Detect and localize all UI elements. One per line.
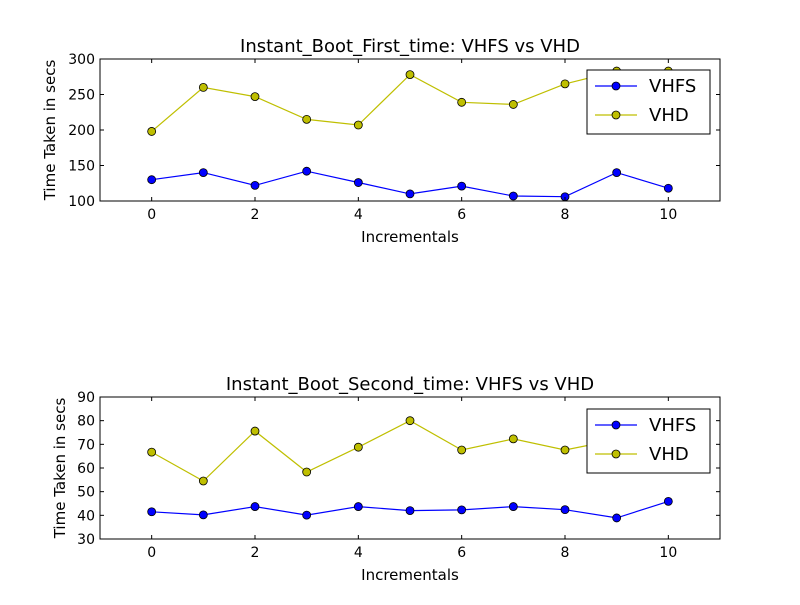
chart-2-ytick-label-1: 40 <box>77 508 95 524</box>
chart-1-ytick-label-4: 300 <box>68 52 95 68</box>
chart-2-series-vhfs-point-2 <box>250 502 260 511</box>
chart-1-xlabel: Incrementals <box>361 228 459 246</box>
chart-1-series-vhfs-point-3 <box>302 166 312 176</box>
chart-2-series-vhd-point-3 <box>302 467 312 477</box>
chart-1-series-vhfs-point-7 <box>508 191 518 201</box>
chart-1-ylabel: Time Taken in secs <box>41 60 59 202</box>
chart-2-series-vhfs-point-6 <box>457 505 467 515</box>
chart-1-xtick-label-0: 0 <box>147 207 156 223</box>
chart-2-series-vhd-point-7 <box>508 434 518 444</box>
chart-1-series-vhfs-point-2 <box>250 180 260 190</box>
chart-2-ytick-label-6: 90 <box>77 390 95 406</box>
chart-2-xtick-label-1: 2 <box>251 545 260 561</box>
chart-1-series-vhd-point-5 <box>405 70 415 80</box>
chart-1-series-vhfs-point-6 <box>457 181 467 191</box>
chart-1-ytick-label-2: 200 <box>68 123 95 139</box>
chart-1-title: Instant_Boot_First_time: VHFS vs VHD <box>240 36 580 57</box>
chart-2-title: Instant_Boot_Second_time: VHFS vs VHD <box>226 374 594 395</box>
chart-2-series-vhfs-point-8 <box>560 505 570 515</box>
chart-1-series-vhd-point-2 <box>250 92 260 102</box>
chart-1-series-vhfs-point-4 <box>353 178 363 187</box>
chart-1-series-vhd-point-8 <box>560 79 570 89</box>
chart-1-ytick-label-1: 150 <box>68 159 95 175</box>
chart-2-series-vhfs-point-3 <box>302 510 312 520</box>
chart-1-xtick-label-5: 10 <box>659 207 677 223</box>
chart-1-series-vhfs-point-1 <box>198 168 208 178</box>
chart-1-ytick-label-0: 100 <box>68 194 95 210</box>
chart-1-series-vhd-point-6 <box>457 97 467 107</box>
chart-2-xlabel: Incrementals <box>361 566 459 584</box>
chart-1-series-vhd-point-3 <box>302 114 312 124</box>
chart-2-series-vhfs-point-1 <box>198 510 208 520</box>
chart-2-series-vhfs-point-10 <box>663 496 673 506</box>
chart-2-series-vhfs-point-7 <box>508 502 518 511</box>
chart-1-xtick-label-2: 4 <box>354 207 363 223</box>
chart-2-series-vhfs-point-0 <box>147 507 157 517</box>
chart-1-series-vhfs-point-10 <box>663 183 673 193</box>
chart-1-ytick-label-3: 250 <box>68 88 95 104</box>
chart-2-legend-vhd-label: VHD <box>649 444 689 465</box>
chart-1-legend-box <box>586 69 711 135</box>
chart-2-series-vhd-point-4 <box>353 442 363 452</box>
chart-2-xtick-label-4: 8 <box>561 545 570 561</box>
chart-2-series-vhd-point-1 <box>198 476 208 486</box>
chart-2-legend-box <box>586 408 711 474</box>
chart-1-legend-vhfs-label: VHFS <box>649 76 696 97</box>
chart-2-series-vhfs-point-9 <box>612 513 622 523</box>
chart-2-legend-vhfs-label: VHFS <box>649 415 696 436</box>
chart-2-series-vhd-point-2 <box>250 426 260 436</box>
chart-2-ytick-label-3: 60 <box>77 461 95 477</box>
chart-2-xtick-label-5: 10 <box>659 545 677 561</box>
chart-1-series-vhfs-point-9 <box>612 168 622 178</box>
chart-1-series-vhfs-point-5 <box>405 189 415 199</box>
chart-1-series-vhd-point-4 <box>353 120 363 130</box>
chart-1-legend-vhfs-marker <box>611 81 621 91</box>
chart-2-xtick-label-3: 6 <box>457 545 466 561</box>
chart-1-legend-vhd-label: VHD <box>649 105 689 126</box>
chart-2-ytick-label-0: 30 <box>77 532 95 548</box>
chart-1-series-vhd-point-7 <box>508 100 518 109</box>
chart-1-series-vhfs-point-0 <box>147 175 157 185</box>
chart-2-ytick-label-5: 80 <box>77 414 95 430</box>
chart-1-series-vhd-point-1 <box>198 83 208 92</box>
chart-2-ylabel: Time Taken in secs <box>51 398 69 540</box>
chart-2-series-vhd-point-8 <box>560 445 570 455</box>
chart-2-legend-vhfs-marker <box>611 420 621 430</box>
chart-2-series-vhfs-point-5 <box>405 506 415 516</box>
chart-2-series-vhfs-point-4 <box>353 502 363 511</box>
chart-1-legend-vhd-marker <box>611 110 621 120</box>
chart-2-ytick-label-4: 70 <box>77 437 95 453</box>
chart-1-series-vhd-point-0 <box>147 127 157 136</box>
chart-1-xtick-label-4: 8 <box>561 207 570 223</box>
chart-1-xtick-label-1: 2 <box>251 207 260 223</box>
chart-2-series-vhd-point-5 <box>405 416 415 426</box>
chart-2-series-vhd-point-6 <box>457 445 467 455</box>
chart-2-series-vhd-point-0 <box>147 447 157 457</box>
chart-2-xtick-label-0: 0 <box>147 545 156 561</box>
chart-1-xtick-label-3: 6 <box>457 207 466 223</box>
chart-2-xtick-label-2: 4 <box>354 545 363 561</box>
chart-2-ytick-label-2: 50 <box>77 485 95 501</box>
chart-2-legend-vhd-marker <box>611 449 621 459</box>
